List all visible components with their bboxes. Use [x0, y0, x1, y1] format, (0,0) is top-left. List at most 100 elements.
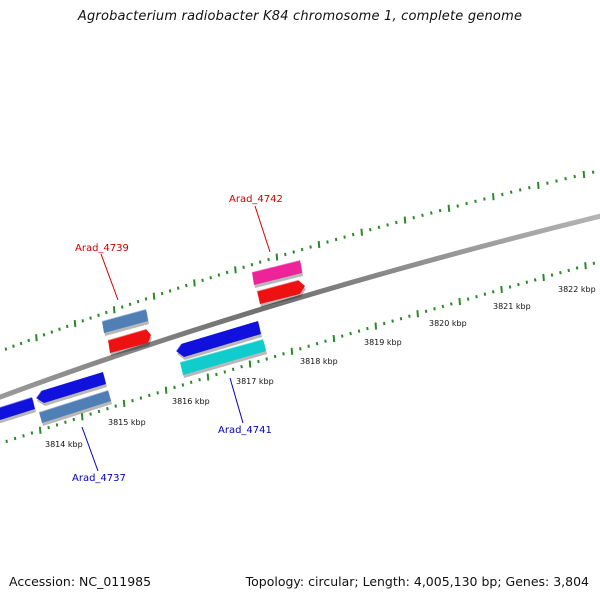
feature-cyan-reverse[interactable]	[180, 339, 266, 375]
minor-tick	[351, 232, 355, 237]
feature-magenta-forward[interactable]	[252, 260, 302, 285]
kbp-label: 3819 kbp	[364, 338, 402, 347]
minor-tick	[501, 192, 504, 197]
minor-tick	[324, 339, 327, 343]
minor-tick	[273, 354, 277, 359]
feature-blue-left-edge-highlight	[0, 396, 33, 408]
minor-tick	[284, 252, 287, 257]
minor-tick	[475, 295, 478, 299]
major-tick	[275, 253, 279, 261]
minor-tick	[27, 338, 30, 343]
feature-red-forward-1[interactable]	[108, 329, 151, 353]
minor-tick	[97, 409, 101, 414]
kbp-label: 3815 kbp	[108, 418, 146, 427]
kbp-label: 3817 kbp	[236, 377, 274, 386]
minor-tick	[408, 314, 411, 318]
major-tick	[584, 262, 587, 270]
minor-tick	[12, 344, 15, 348]
major-tick	[542, 273, 545, 282]
feature-blue-reverse-1-highlight	[35, 390, 42, 399]
minor-tick	[509, 190, 513, 194]
genome-summary-text: Topology: circular; Length: 4,005,130 bp…	[245, 574, 589, 589]
gene-label-arad-4737[interactable]: Arad_4737	[72, 473, 126, 484]
minor-tick	[559, 271, 562, 275]
feature-blue-reverse-2[interactable]	[176, 321, 261, 357]
feature-steelblue-reverse[interactable]	[39, 390, 111, 423]
minor-tick	[30, 431, 34, 435]
major-tick	[447, 204, 451, 212]
minor-tick	[231, 367, 235, 371]
feature-red-forward-2-highlight	[256, 279, 299, 292]
minor-tick	[340, 334, 344, 338]
major-tick	[374, 322, 378, 330]
minor-tick	[65, 324, 69, 329]
minor-tick	[300, 247, 304, 252]
minor-tick	[215, 372, 218, 377]
accession-text: Accession: NC_011985	[9, 574, 152, 589]
minor-tick	[201, 278, 204, 282]
feature-steelblue-reverse-highlight	[38, 389, 109, 413]
minor-tick	[22, 434, 25, 438]
major-tick	[458, 297, 461, 306]
minor-tick	[225, 270, 229, 275]
feature-red-forward-2[interactable]	[257, 280, 305, 304]
major-tick	[248, 360, 252, 368]
minor-tick	[136, 299, 140, 304]
minor-tick	[257, 359, 260, 364]
major-tick	[537, 181, 540, 189]
minor-tick	[5, 439, 8, 443]
minor-tick	[292, 250, 295, 254]
minor-tick	[181, 383, 185, 387]
minor-tick	[105, 310, 108, 315]
feature-blue-reverse-2-highlight	[175, 343, 182, 352]
outer-tick-track	[4, 170, 595, 351]
minor-tick	[546, 181, 549, 185]
major-tick	[582, 170, 586, 178]
gene-label-arad-4741[interactable]: Arad_4741	[218, 425, 272, 436]
minor-tick	[528, 186, 531, 190]
feature-blue-reverse-1[interactable]	[36, 372, 106, 403]
label-connector-arad-4742	[254, 205, 271, 253]
minor-tick	[456, 204, 459, 208]
minor-tick	[450, 302, 453, 306]
major-tick	[112, 306, 116, 314]
minor-tick	[128, 302, 132, 306]
minor-tick	[474, 199, 477, 203]
minor-tick	[357, 329, 361, 333]
major-tick	[317, 240, 321, 249]
minor-tick	[525, 280, 529, 284]
minor-tick	[533, 278, 537, 282]
kbp-label: 3820 kbp	[429, 319, 467, 328]
major-tick	[164, 386, 168, 394]
major-tick	[500, 285, 503, 293]
minor-tick	[209, 276, 212, 280]
minor-tick	[366, 326, 369, 331]
gene-label-arad-4739[interactable]: Arad_4739	[75, 243, 129, 254]
minor-tick	[223, 370, 227, 374]
minor-tick	[89, 316, 92, 320]
gene-label-arad-4742[interactable]: Arad_4742	[229, 194, 283, 205]
minor-tick	[258, 260, 262, 264]
minor-tick	[441, 304, 445, 309]
feature-steelblue-forward[interactable]	[102, 309, 148, 333]
minor-tick	[217, 273, 221, 277]
minor-tick	[508, 285, 512, 289]
feature-blue-left-edge[interactable]	[0, 397, 35, 420]
label-connector-arad-4741	[229, 377, 244, 424]
minor-tick	[326, 240, 329, 244]
major-tick	[416, 310, 419, 318]
minor-tick	[114, 404, 117, 408]
feature-magenta-forward-highlight	[251, 259, 301, 273]
minor-tick	[334, 237, 338, 242]
minor-tick	[189, 380, 193, 384]
minor-tick	[42, 333, 46, 337]
minor-tick	[555, 179, 558, 183]
minor-tick	[386, 223, 389, 227]
minor-tick	[242, 265, 245, 269]
minor-tick	[240, 365, 243, 369]
major-tick	[35, 334, 38, 342]
minor-tick	[465, 201, 468, 206]
minor-tick	[466, 297, 470, 301]
minor-tick	[369, 228, 372, 232]
feature-cyan-reverse-highlight	[179, 338, 264, 363]
